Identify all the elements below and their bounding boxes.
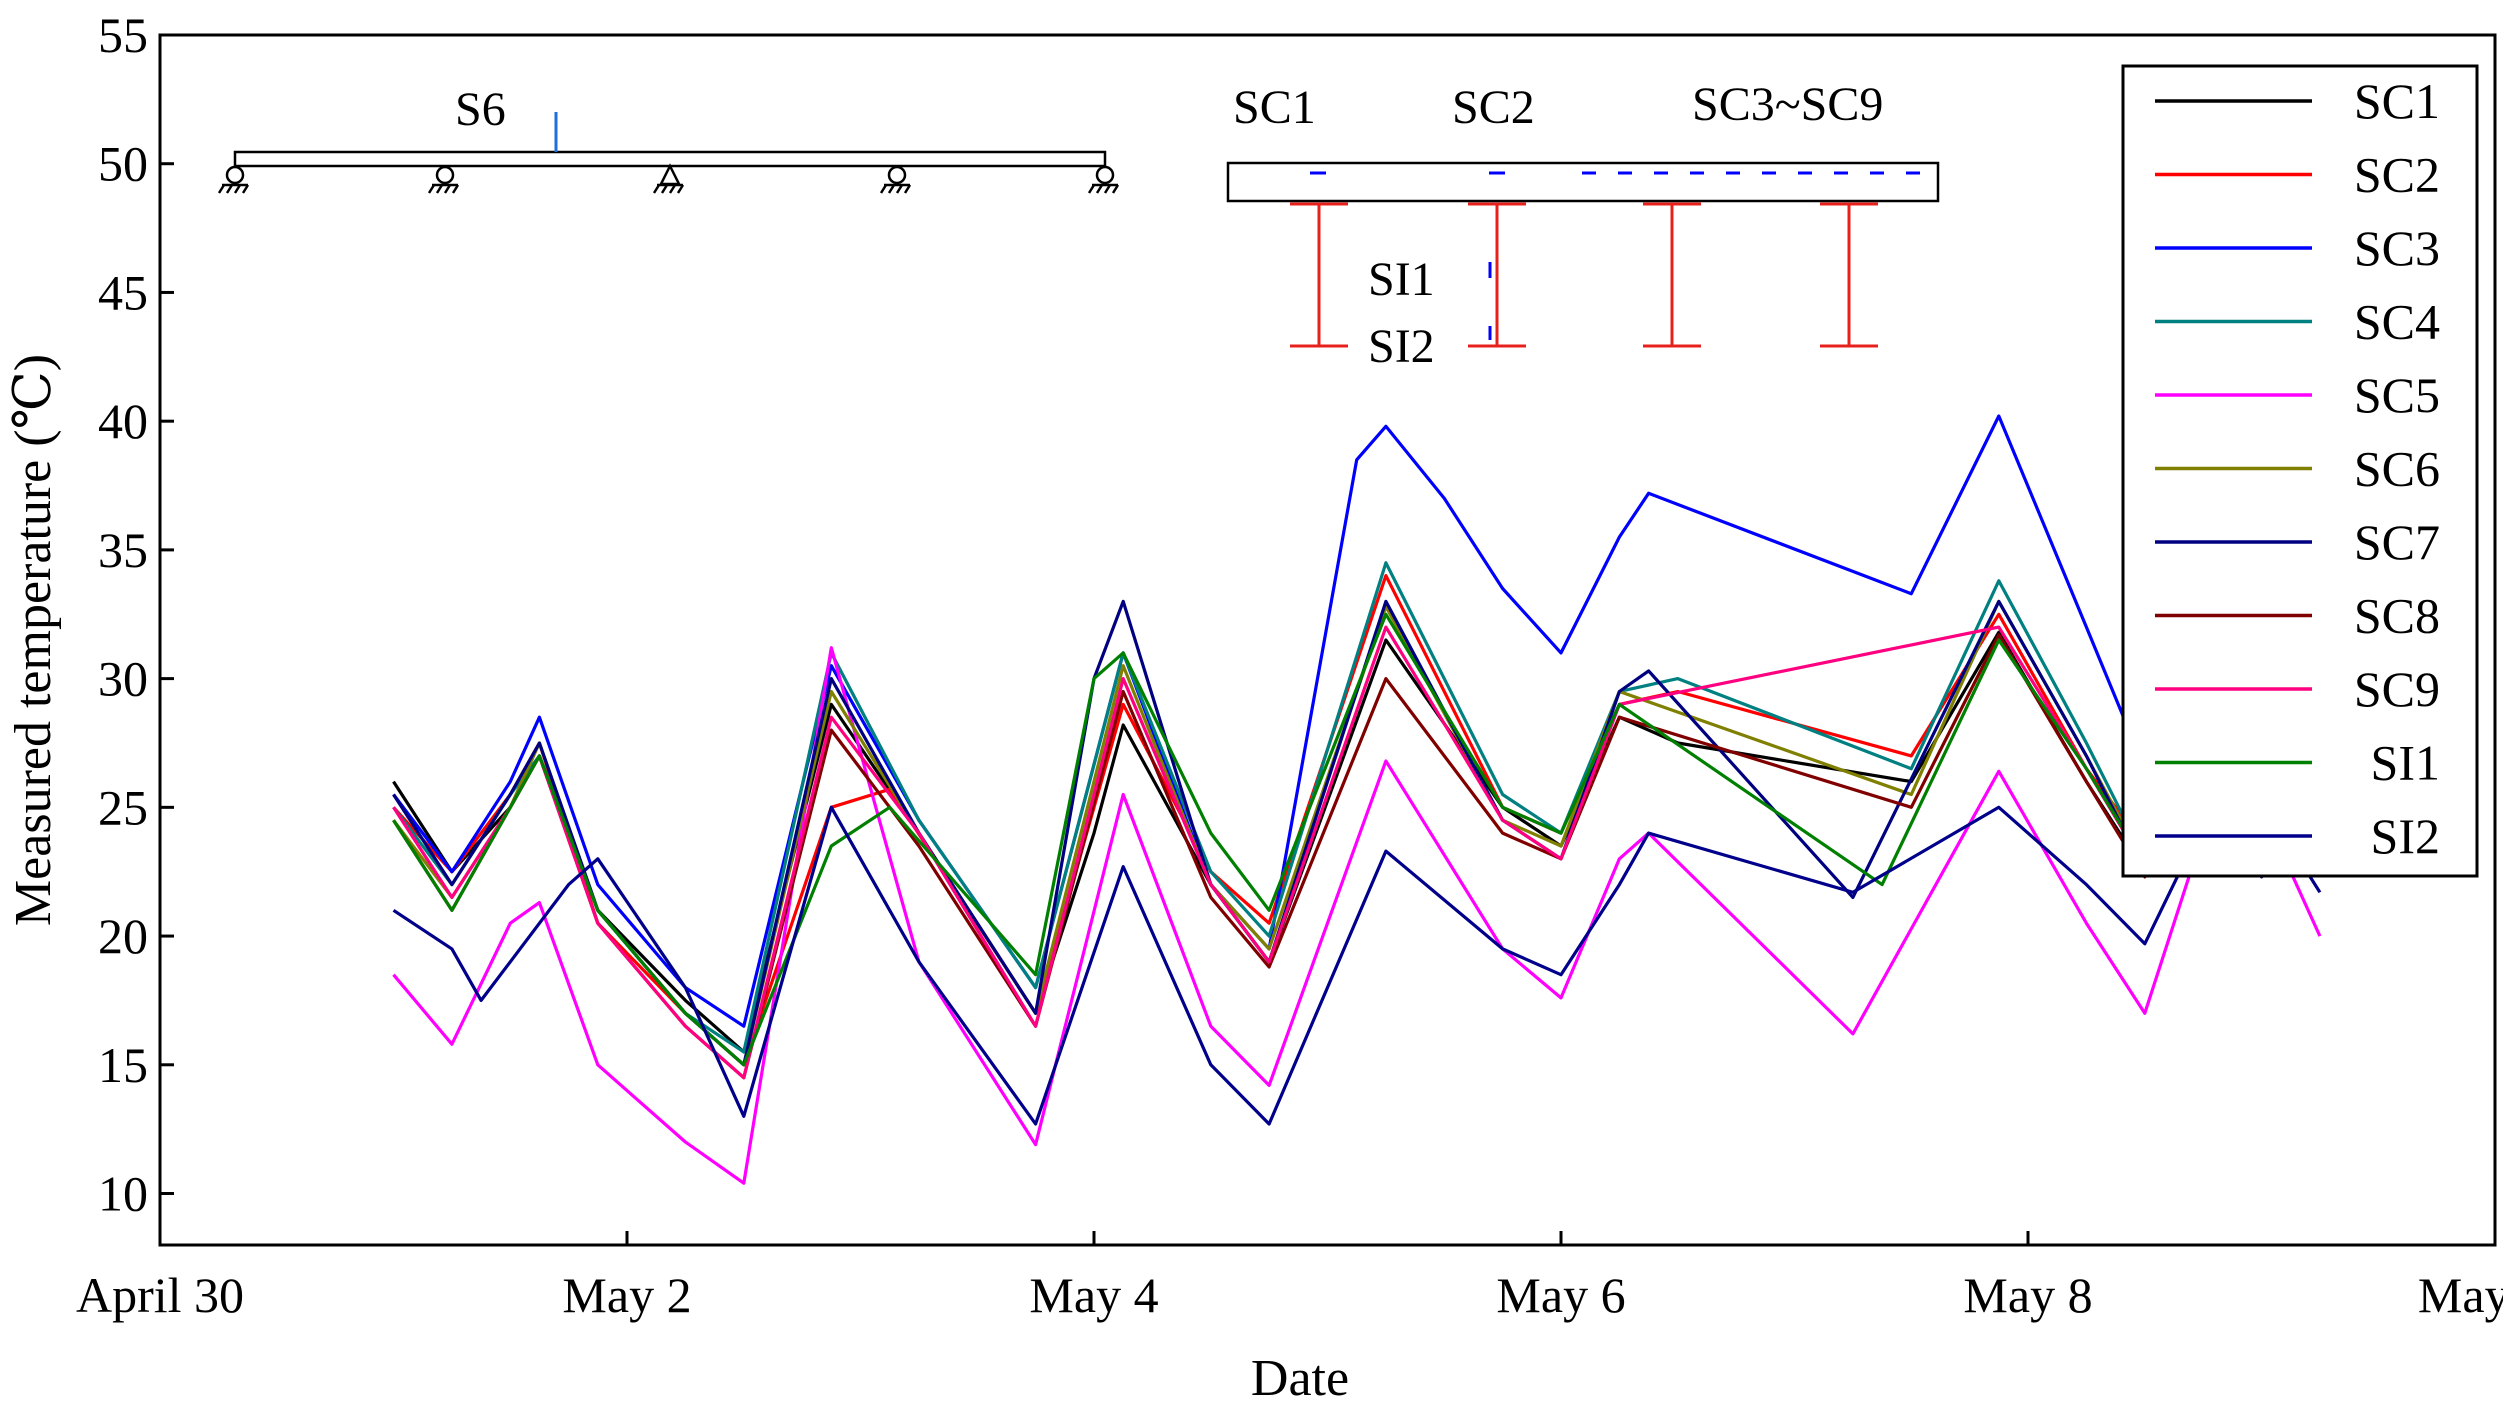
roller-support — [427, 165, 460, 194]
x-tick-label: May 10 — [2418, 1267, 2503, 1323]
legend-label: SC2 — [2354, 147, 2440, 203]
legend-label: SC3 — [2354, 220, 2440, 276]
y-tick-label: 45 — [98, 264, 148, 320]
legend-label: SI1 — [2371, 735, 2440, 791]
legend-label: SC1 — [2354, 73, 2440, 129]
x-axis-title: Date — [1251, 1350, 1349, 1407]
steel-girder — [1290, 202, 1348, 348]
series-line-sc3 — [392, 414, 2322, 1028]
sc1-label: SC1 — [1233, 81, 1316, 134]
y-tick-label: 20 — [98, 908, 148, 964]
legend: SC1 SC2 SC3 SC4 SC5 SC6 SC7 SC8 SC9 SI1 SI2 — [2155, 73, 2440, 864]
y-tick-label: 40 — [98, 393, 148, 449]
roller-support — [217, 165, 250, 194]
legend-label: SC5 — [2354, 367, 2440, 423]
sc2-label: SC2 — [1452, 81, 1535, 134]
cross-section-inset: SC1 SC2 SC3~SC9 SI1 SI2 — [1226, 78, 1940, 373]
roller-support — [1087, 165, 1120, 194]
legend-label: SC4 — [2354, 294, 2440, 350]
pin-support — [652, 163, 685, 194]
y-axis: 10 15 20 25 30 35 40 45 50 55 — [98, 7, 174, 1222]
legend-label: SC7 — [2354, 514, 2440, 570]
s6-label: S6 — [455, 83, 506, 136]
x-axis: April 30 May 2 May 4 May 6 May 8 May 10 — [76, 1231, 2503, 1323]
y-tick-label: 35 — [98, 522, 148, 578]
series-line-si1 — [392, 573, 2322, 1067]
series-line-sc5 — [392, 646, 2322, 1185]
legend-label: SC6 — [2354, 441, 2440, 497]
series-line-sc2 — [392, 548, 2322, 1067]
y-tick-label: 50 — [98, 136, 148, 192]
y-tick-label: 10 — [98, 1166, 148, 1222]
y-tick-label: 25 — [98, 779, 148, 835]
x-tick-label: May 2 — [562, 1267, 691, 1323]
legend-label: SI2 — [2371, 808, 2440, 864]
x-tick-label: May 4 — [1029, 1267, 1158, 1323]
series-line-si2 — [392, 761, 2322, 1126]
series-line-sc4 — [392, 540, 2322, 1054]
y-tick-label: 55 — [98, 7, 148, 63]
deck-slab — [1226, 161, 1940, 203]
legend-label: SC9 — [2354, 661, 2440, 717]
steel-girder — [1820, 202, 1878, 348]
x-tick-label: April 30 — [76, 1267, 244, 1323]
steel-girder — [1468, 202, 1526, 348]
roller-support — [879, 165, 912, 194]
y-tick-label: 15 — [98, 1037, 148, 1093]
si1-label: SI1 — [1368, 253, 1435, 306]
y-axis-title: Measured temperature (℃) — [5, 354, 62, 926]
section-sensor-marks — [1310, 171, 1920, 340]
legend-box — [2121, 64, 2479, 878]
series-line-sc9 — [392, 594, 2322, 1080]
x-tick-label: May 8 — [1963, 1267, 2092, 1323]
legend-label: SC8 — [2354, 588, 2440, 644]
x-tick-label: May 6 — [1496, 1267, 1625, 1323]
series-lines — [392, 414, 2322, 1185]
sc3-sc9-label: SC3~SC9 — [1692, 78, 1883, 131]
steel-girder — [1643, 202, 1701, 348]
si2-label: SI2 — [1368, 320, 1435, 373]
beam-elevation-inset: S6 — [217, 83, 1120, 194]
y-tick-label: 30 — [98, 651, 148, 707]
plot-frame — [158, 33, 2497, 1247]
